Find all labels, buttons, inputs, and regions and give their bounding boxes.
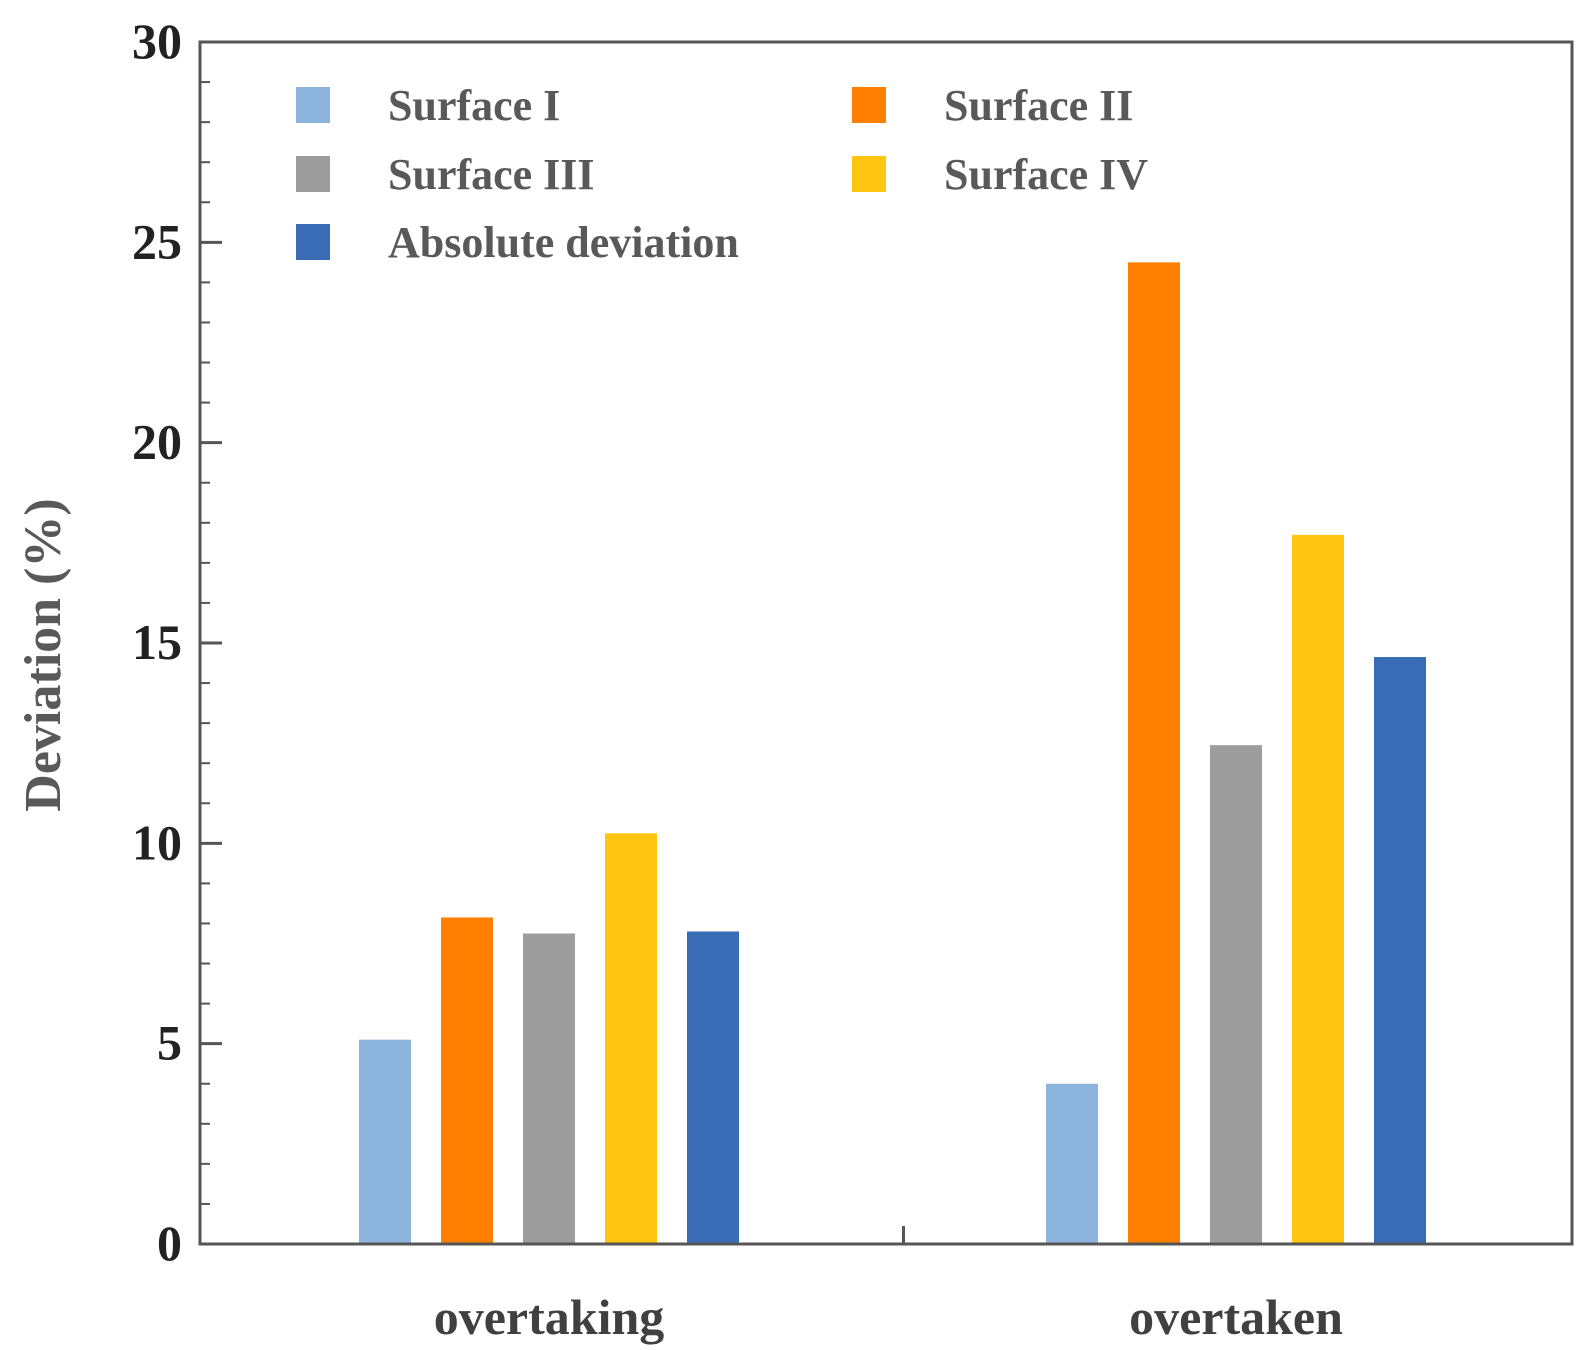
bar-3-overtaking xyxy=(523,933,575,1244)
y-axis-title: Deviation (%) xyxy=(15,498,72,811)
y-tick-label: 0 xyxy=(157,1215,182,1271)
legend-label-1: Surface I xyxy=(388,81,560,130)
legend-swatch-5 xyxy=(296,224,330,260)
legend-swatch-1 xyxy=(296,87,330,123)
legend: Surface I Surface II Surface III Surface IV… xyxy=(296,81,1148,267)
y-tick-label: 15 xyxy=(132,614,182,670)
y-tick-label: 10 xyxy=(132,814,182,870)
legend-swatch-4 xyxy=(852,156,886,192)
x-category-label-overtaken: overtaken xyxy=(1129,1289,1343,1345)
bar-1-overtaking xyxy=(359,1039,411,1244)
y-tick-label: 5 xyxy=(157,1015,182,1071)
bar-4-overtaken xyxy=(1292,534,1344,1244)
bar-5-overtaken xyxy=(1374,657,1426,1244)
y-tick-label: 25 xyxy=(132,213,182,269)
legend-label-2: Surface II xyxy=(944,81,1133,130)
legend-label-4: Surface IV xyxy=(944,150,1148,199)
bar-5-overtaking xyxy=(687,931,739,1244)
y-tick-label: 20 xyxy=(132,414,182,470)
bar-3-overtaken xyxy=(1210,745,1262,1244)
bars-layer xyxy=(359,262,1426,1244)
bar-4-overtaking xyxy=(605,833,657,1244)
axes-layer: 0 5 10 15 20 25 30 overtaking overtaken xyxy=(132,13,1574,1345)
x-category-label-overtaking: overtaking xyxy=(434,1289,665,1345)
bar-2-overtaking xyxy=(441,917,493,1244)
legend-swatch-3 xyxy=(296,156,330,192)
bar-1-overtaken xyxy=(1046,1083,1098,1244)
legend-label-5: Absolute deviation xyxy=(388,218,739,267)
legend-label-3: Surface III xyxy=(388,150,595,199)
bar-2-overtaken xyxy=(1128,262,1180,1244)
y-tick-label: 30 xyxy=(132,13,182,69)
legend-swatch-2 xyxy=(852,87,886,123)
